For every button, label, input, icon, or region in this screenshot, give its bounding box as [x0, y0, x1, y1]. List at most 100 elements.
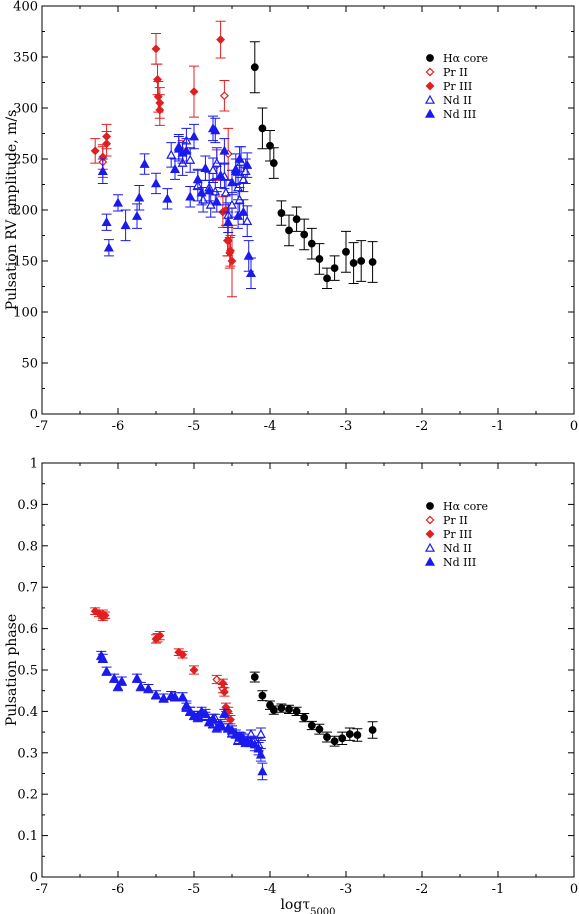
series-pr-iii — [90, 20, 237, 298]
legend-marker — [425, 67, 435, 77]
y-tick-label: 0.3 — [17, 746, 38, 761]
data-point — [196, 187, 207, 197]
data-point — [120, 220, 131, 230]
data-point — [250, 63, 259, 72]
y-tick-label: 0.2 — [17, 788, 38, 803]
data-point — [116, 675, 127, 685]
data-point — [97, 166, 108, 176]
data-point — [269, 159, 278, 167]
data-point — [169, 163, 181, 173]
data-point — [323, 733, 331, 741]
data-point — [135, 681, 146, 691]
data-point — [255, 728, 266, 738]
data-point — [185, 191, 196, 201]
data-point — [112, 681, 124, 691]
data-point — [300, 230, 309, 239]
data-point — [200, 708, 211, 718]
x-tick-label: -1 — [492, 419, 505, 434]
data-point — [277, 209, 286, 217]
legend-marker — [425, 515, 435, 525]
legend-marker — [426, 502, 434, 510]
data-point — [368, 726, 377, 734]
data-point — [212, 675, 222, 684]
data-point — [100, 610, 110, 620]
data-point — [210, 125, 221, 135]
data-point — [215, 170, 226, 180]
data-point — [200, 162, 211, 172]
panel-rv-amplitude: -7 -6 -5 -4 -3 -2 -1 0 0 50 100 150 200 250 300 350 400 P… — [4, 0, 578, 434]
data-point — [357, 257, 366, 265]
y-tick-label: 0.4 — [17, 705, 38, 720]
data-point — [131, 673, 143, 683]
data-point — [338, 734, 347, 743]
data-point — [353, 731, 362, 739]
data-point — [162, 193, 173, 203]
data-point — [249, 739, 260, 749]
data-point — [323, 274, 331, 283]
y-tick-label: 300 — [13, 102, 38, 117]
data-point — [178, 650, 188, 660]
data-point — [177, 691, 188, 701]
data-point — [192, 174, 203, 184]
y-tick-label: 0.5 — [17, 664, 38, 679]
legend-box — [422, 48, 504, 124]
data-point — [242, 159, 253, 169]
y-tick-label: 350 — [13, 51, 38, 66]
data-point — [250, 673, 259, 681]
data-point — [285, 226, 293, 235]
legend-marker — [424, 108, 436, 118]
data-point — [292, 215, 301, 224]
data-point — [257, 766, 268, 776]
data-point — [155, 105, 165, 115]
data-point — [155, 631, 165, 641]
data-point — [189, 87, 199, 97]
data-point — [204, 185, 215, 195]
data-point — [158, 692, 169, 702]
data-point — [258, 124, 267, 133]
data-point — [181, 145, 192, 155]
data-point — [139, 158, 150, 168]
legend-label: Nd II — [443, 94, 472, 107]
data-point — [219, 91, 229, 101]
legend-label: Hα core — [443, 500, 488, 513]
data-point — [258, 691, 267, 700]
legend-box — [422, 496, 504, 572]
data-point — [151, 44, 161, 54]
data-point — [90, 146, 100, 156]
x-tick-label: -7 — [36, 419, 49, 434]
data-point — [307, 721, 316, 730]
data-point — [101, 217, 112, 227]
legend-label: Nd III — [443, 556, 476, 569]
y-tick-label: 150 — [13, 255, 38, 270]
legend-marker — [424, 556, 436, 566]
data-point — [238, 206, 249, 216]
series-pr-iii — [90, 606, 236, 725]
x-tick-label: 0 — [570, 419, 578, 434]
x-tick-label: -7 — [36, 882, 49, 897]
data-point — [219, 687, 229, 697]
y-tick-label: 400 — [13, 0, 38, 15]
x-tick-label: -5 — [188, 419, 201, 434]
y-tick-label: 250 — [13, 153, 38, 168]
legend-marker — [424, 542, 436, 552]
x-tick-label: 0 — [570, 882, 578, 897]
data-point — [292, 707, 301, 716]
data-point — [211, 196, 222, 206]
data-point — [109, 673, 120, 683]
data-point — [112, 197, 124, 207]
y-axis-title: Pulsation RV amplitude, m/s — [4, 110, 20, 311]
data-point — [245, 268, 257, 278]
data-point — [330, 737, 339, 746]
data-point — [188, 131, 200, 141]
data-point — [189, 665, 199, 675]
data-point — [307, 239, 316, 248]
series-pr-ii — [97, 609, 234, 723]
data-point — [185, 154, 196, 164]
data-point — [255, 749, 266, 759]
y-tick-label: 0.9 — [17, 498, 38, 513]
data-point — [215, 718, 226, 728]
series-h-core — [249, 41, 378, 290]
data-point — [315, 255, 324, 263]
